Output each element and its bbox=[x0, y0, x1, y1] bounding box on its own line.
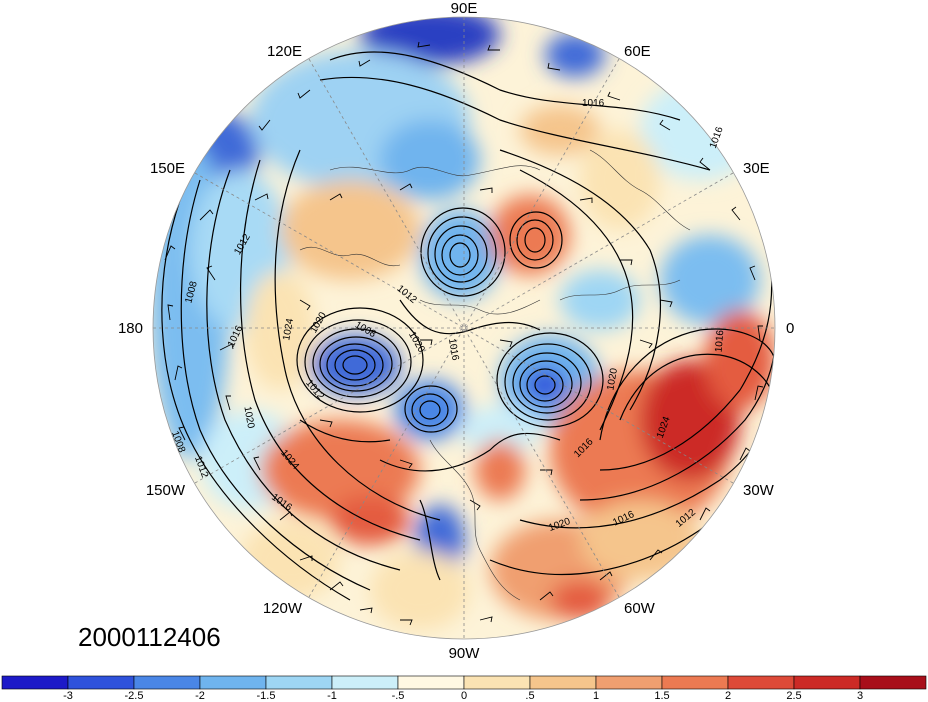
isobar-label: 1016 bbox=[713, 329, 726, 353]
colorbar-tick-label: -.5 bbox=[392, 690, 405, 702]
lon-label-120w: 120W bbox=[263, 600, 303, 617]
colorbar-swatch bbox=[397, 675, 465, 690]
colorbar-swatch bbox=[859, 675, 927, 690]
isobar-label: 1024 bbox=[281, 317, 296, 341]
colorbar-tick-label: 1 bbox=[593, 690, 599, 702]
isobar-label: 1016 bbox=[582, 98, 605, 109]
colorbar-swatch bbox=[331, 675, 399, 690]
lon-label-120e: 120E bbox=[267, 43, 302, 60]
colorbar: -3 -2.5 -2 -1.5 -1 -.5 0 .5 1 1.5 2 2.5 3 bbox=[1, 675, 927, 702]
isobar-label: 1020 bbox=[605, 367, 620, 391]
colorbar-swatch bbox=[595, 675, 663, 690]
low-pressure-center-north bbox=[420, 207, 506, 297]
colorbar-tick-label: -2.5 bbox=[125, 690, 144, 702]
colorbar-swatch bbox=[1, 675, 69, 690]
lon-label-60e: 60E bbox=[624, 43, 651, 60]
low-pressure-center-west bbox=[296, 307, 424, 413]
colorbar-swatch bbox=[67, 675, 135, 690]
colorbar-tick-label: -2 bbox=[195, 690, 205, 702]
colorbar-swatch bbox=[199, 675, 267, 690]
colorbar-swatch bbox=[727, 675, 795, 690]
colorbar-tick-label: 2.5 bbox=[786, 690, 801, 702]
wind-barbs bbox=[164, 41, 764, 626]
lon-label-60w: 60W bbox=[624, 600, 656, 617]
lon-label-0: 0 bbox=[786, 320, 794, 337]
lon-label-30e: 30E bbox=[743, 160, 770, 177]
colorbar-tick-label: -1 bbox=[327, 690, 337, 702]
isobar-label: 1016 bbox=[446, 338, 461, 362]
longitude-labels: 90E 120E 60E 150E 30E 180 0 150W 30W 120… bbox=[118, 0, 794, 662]
colorbar-tick-label: .5 bbox=[525, 690, 534, 702]
coastlines bbox=[299, 149, 691, 601]
date-label: 2000112406 bbox=[78, 622, 221, 652]
lon-label-90w: 90W bbox=[449, 645, 481, 662]
colorbar-tick-label: 3 bbox=[857, 690, 863, 702]
isobar-label: 1020 bbox=[241, 405, 256, 429]
low-pressure-center-south bbox=[404, 385, 458, 433]
graticule bbox=[153, 17, 775, 639]
colorbar-tick-label: 2 bbox=[725, 690, 731, 702]
lon-label-150w: 150W bbox=[146, 482, 186, 499]
lon-label-30w: 30W bbox=[743, 482, 775, 499]
colorbar-swatch bbox=[529, 675, 597, 690]
colorbar-swatch bbox=[661, 675, 729, 690]
colorbar-tick-label: -1.5 bbox=[257, 690, 276, 702]
lon-label-90e: 90E bbox=[451, 0, 478, 17]
map-border bbox=[152, 16, 776, 640]
colorbar-swatch bbox=[463, 675, 531, 690]
lon-label-150e: 150E bbox=[150, 160, 185, 177]
colorbar-tick-label: -3 bbox=[63, 690, 73, 702]
colorbar-tick-label: 1.5 bbox=[654, 690, 669, 702]
colorbar-tick-label: 0 bbox=[461, 690, 467, 702]
low-pressure-center-east bbox=[496, 332, 604, 428]
colorbar-swatch bbox=[133, 675, 201, 690]
colorbar-swatch bbox=[793, 675, 861, 690]
colorbar-swatch bbox=[265, 675, 333, 690]
isobar-label: 1016 bbox=[708, 125, 726, 150]
high-pressure-center bbox=[509, 211, 563, 269]
lon-label-180: 180 bbox=[118, 320, 143, 337]
